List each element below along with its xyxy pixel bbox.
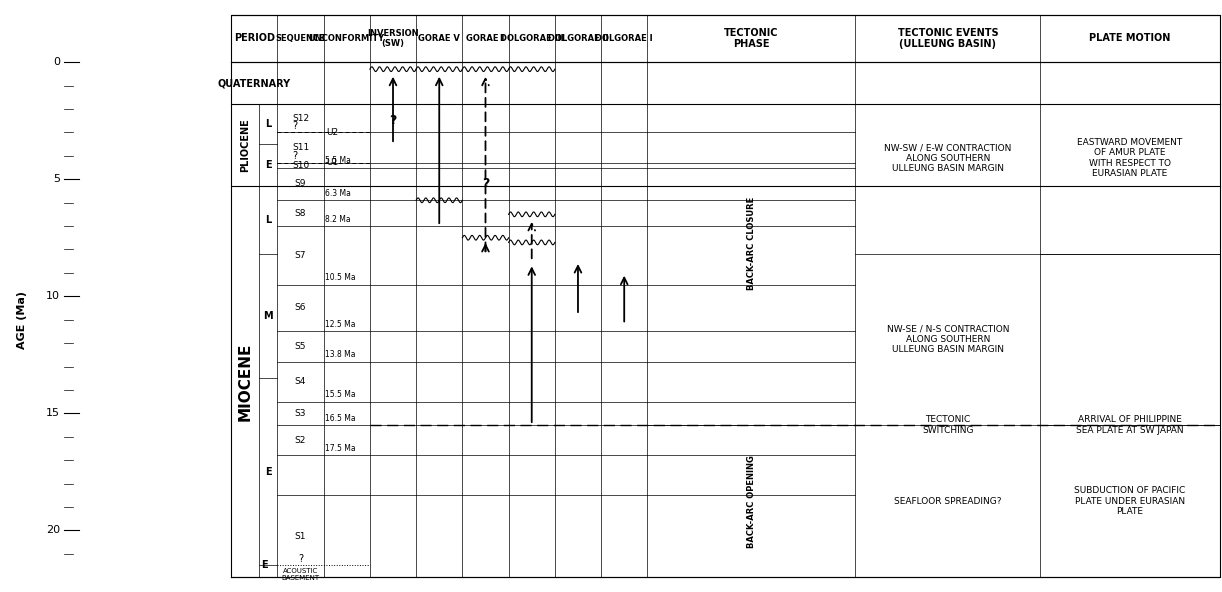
Text: PERIOD: PERIOD (233, 34, 275, 43)
Text: 12.5 Ma: 12.5 Ma (325, 320, 356, 329)
Text: U1: U1 (326, 158, 338, 168)
Text: DOLGORAE II: DOLGORAE II (547, 34, 609, 43)
Text: GORAE V: GORAE V (418, 34, 461, 43)
Text: 17.5 Ma: 17.5 Ma (325, 444, 356, 453)
Text: ACOUSTIC
BASEMENT: ACOUSTIC BASEMENT (281, 568, 320, 581)
Text: DOLGORAE III: DOLGORAE III (500, 34, 563, 43)
Text: ?: ? (292, 151, 297, 161)
Text: S7: S7 (295, 251, 307, 260)
Text: S3: S3 (295, 409, 307, 418)
Text: NW-SE / N-S CONTRACTION
ALONG SOUTHERN
ULLEUNG BASIN MARGIN: NW-SE / N-S CONTRACTION ALONG SOUTHERN U… (887, 324, 1009, 355)
Text: S10: S10 (292, 160, 309, 170)
Text: 10.5 Ma: 10.5 Ma (325, 273, 356, 282)
Text: ?: ? (292, 121, 297, 131)
Text: UNCONFORMITY: UNCONFORMITY (309, 34, 385, 43)
Text: MIOCENE: MIOCENE (237, 343, 253, 421)
Text: L: L (265, 215, 271, 225)
Text: 6.3 Ma: 6.3 Ma (325, 189, 351, 198)
Text: 16.5 Ma: 16.5 Ma (325, 414, 356, 423)
Text: TECTONIC
PHASE: TECTONIC PHASE (725, 28, 778, 49)
Text: INVERSION
(SW): INVERSION (SW) (367, 29, 419, 48)
Text: SUBDUCTION OF PACIFIC
PLATE UNDER EURASIAN
PLATE: SUBDUCTION OF PACIFIC PLATE UNDER EURASI… (1074, 486, 1185, 516)
Text: S1: S1 (295, 532, 307, 540)
Text: TECTONIC
SWITCHING: TECTONIC SWITCHING (923, 416, 974, 435)
Text: EASTWARD MOVEMENT
OF AMUR PLATE
WITH RESPECT TO
EURASIAN PLATE: EASTWARD MOVEMENT OF AMUR PLATE WITH RES… (1078, 138, 1183, 178)
Text: L: L (265, 119, 271, 129)
Text: U2: U2 (326, 128, 338, 137)
Text: S8: S8 (295, 208, 307, 218)
Text: SEAFLOOR SPREADING?: SEAFLOOR SPREADING? (895, 497, 1002, 506)
Text: 15: 15 (46, 408, 60, 419)
Text: QUATERNARY: QUATERNARY (218, 78, 291, 88)
Text: S6: S6 (295, 304, 307, 313)
Text: 15.5 Ma: 15.5 Ma (325, 390, 356, 399)
Text: 13.8 Ma: 13.8 Ma (325, 350, 356, 359)
Text: 8.2 Ma: 8.2 Ma (325, 215, 351, 224)
Text: ?: ? (481, 178, 489, 191)
Text: NW-SW / E-W CONTRACTION
ALONG SOUTHERN
ULLEUNG BASIN MARGIN: NW-SW / E-W CONTRACTION ALONG SOUTHERN U… (885, 143, 1012, 173)
Text: 20: 20 (45, 525, 60, 535)
Text: AGE (Ma): AGE (Ma) (17, 291, 27, 349)
Text: M: M (264, 311, 273, 321)
Text: ?: ? (298, 554, 303, 564)
Text: GORAE I: GORAE I (467, 34, 505, 43)
Text: S5: S5 (295, 342, 307, 351)
Text: BACK-ARC CLOSURE: BACK-ARC CLOSURE (747, 197, 756, 290)
Text: S4: S4 (295, 377, 307, 386)
Text: PLATE MOTION: PLATE MOTION (1089, 34, 1171, 43)
Text: BACK-ARC OPENING: BACK-ARC OPENING (747, 455, 756, 548)
Text: 10: 10 (46, 291, 60, 301)
Text: ARRIVAL OF PHILIPPINE
SEA PLATE AT SW JAPAN: ARRIVAL OF PHILIPPINE SEA PLATE AT SW JA… (1077, 416, 1184, 435)
Text: DOLGORAE I: DOLGORAE I (595, 34, 653, 43)
Text: ?: ? (390, 114, 397, 127)
Text: S12: S12 (292, 114, 309, 123)
Text: E: E (265, 467, 271, 477)
Text: PLIOCENE: PLIOCENE (240, 118, 251, 172)
Text: E: E (262, 561, 268, 571)
Text: TECTONIC EVENTS
(ULLEUNG BASIN): TECTONIC EVENTS (ULLEUNG BASIN) (898, 28, 998, 49)
Text: 0: 0 (53, 57, 60, 67)
Text: S2: S2 (295, 436, 307, 445)
Text: SEQUENCE: SEQUENCE (276, 34, 325, 43)
Text: S9: S9 (295, 179, 307, 188)
Text: 5: 5 (53, 174, 60, 184)
Text: E: E (265, 160, 271, 170)
Text: S11: S11 (292, 143, 309, 152)
Text: 5.5 Ma: 5.5 Ma (325, 156, 351, 165)
